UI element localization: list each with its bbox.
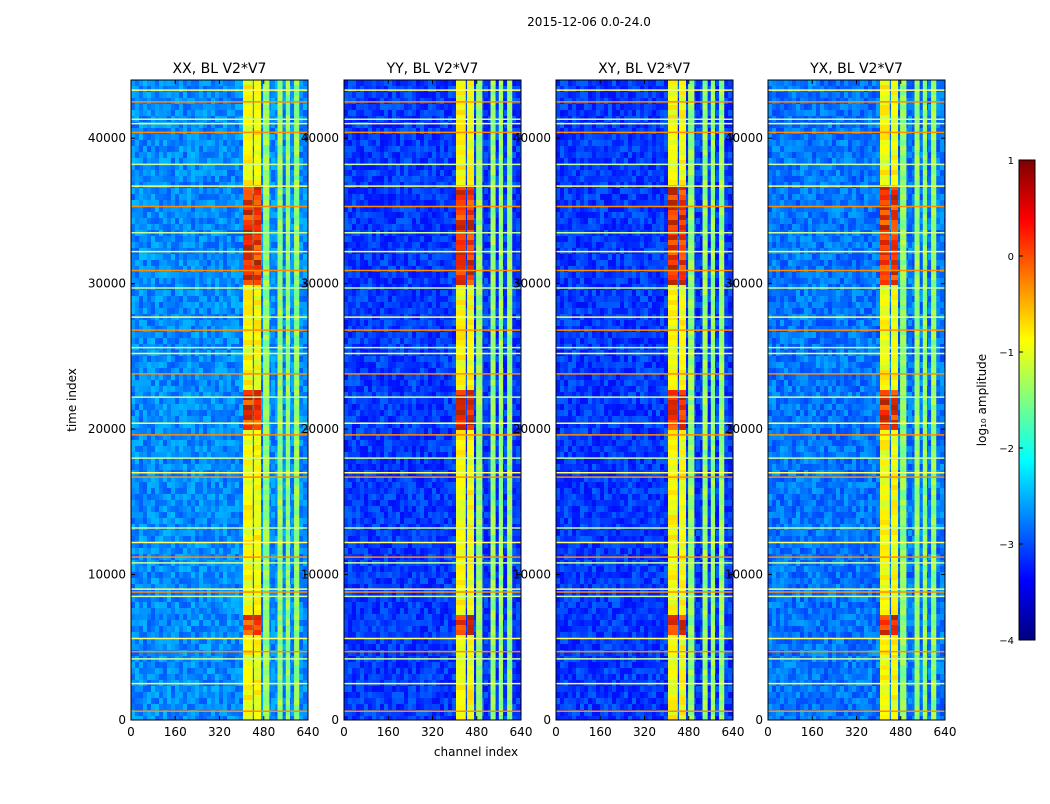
x-tick-label: 160 (589, 725, 612, 739)
x-tick-label: 0 (764, 725, 772, 739)
colorbar-tick-label: 1 (1008, 156, 1014, 167)
y-tick-label: 10000 (88, 568, 126, 582)
panel-title: XY, BL V2*V7 (598, 61, 691, 77)
y-axis-label: time index (65, 368, 79, 432)
y-tick-label: 30000 (88, 277, 126, 291)
y-tick-label: 0 (543, 713, 551, 727)
panel-title: YY, BL V2*V7 (386, 61, 479, 77)
y-tick-label: 20000 (301, 422, 339, 436)
panel-title: XX, BL V2*V7 (173, 61, 267, 77)
x-axis-label: channel index (434, 745, 518, 759)
x-tick-label: 320 (845, 725, 868, 739)
x-tick-label: 640 (297, 725, 320, 739)
colorbar-tick-label: −1 (999, 348, 1014, 359)
panels: XX, BL V2*V7 0 160 320 480 640 0 10000 20000 3000… (88, 61, 957, 739)
y-tick-label: 10000 (513, 568, 551, 582)
y-tick-label: 0 (331, 713, 339, 727)
panel-title: YX, BL V2*V7 (809, 61, 903, 77)
panel-xy: XY, BL V2*V7 0 160 320 480 640 0 10000 20000 3000… (513, 61, 745, 739)
panel-image (131, 80, 311, 722)
x-tick-label: 640 (722, 725, 745, 739)
y-tick-label: 0 (755, 713, 763, 727)
y-tick-label: 10000 (301, 568, 339, 582)
x-tick-label: 0 (552, 725, 560, 739)
colorbar: 1 0 −1 −2 −3 −4 (999, 156, 1035, 647)
colorbar-tick-label: −2 (999, 444, 1014, 455)
panel-image (344, 80, 524, 722)
x-tick-label: 320 (421, 725, 444, 739)
x-tick-label: 640 (510, 725, 533, 739)
x-tick-label: 480 (252, 725, 275, 739)
colorbar-tick-label: −4 (999, 636, 1014, 647)
y-tick-label: 30000 (513, 277, 551, 291)
colorbar-tick-label: 0 (1008, 252, 1014, 263)
figure-suptitle: 2015-12-06 0.0-24.0 (527, 15, 651, 29)
x-tick-label: 640 (934, 725, 957, 739)
panel-yy: YY, BL V2*V7 0 160 320 480 640 0 10000 20000 3000… (301, 61, 533, 739)
x-tick-label: 480 (465, 725, 488, 739)
y-tick-label: 30000 (301, 277, 339, 291)
colorbar-tick-label: −3 (999, 540, 1014, 551)
y-tick-label: 20000 (513, 422, 551, 436)
colorbar-label: log₁₀ amplitude (975, 354, 989, 446)
y-tick-label: 20000 (88, 422, 126, 436)
y-tick-label: 30000 (725, 277, 763, 291)
x-tick-label: 0 (340, 725, 348, 739)
x-tick-label: 160 (801, 725, 824, 739)
x-tick-label: 320 (208, 725, 231, 739)
panel-xx: XX, BL V2*V7 0 160 320 480 640 0 10000 20000 3000… (88, 61, 320, 739)
y-tick-label: 40000 (513, 131, 551, 145)
y-tick-label: 40000 (725, 131, 763, 145)
y-tick-label: 0 (118, 713, 126, 727)
y-tick-label: 20000 (725, 422, 763, 436)
x-tick-label: 480 (889, 725, 912, 739)
panel-image (556, 80, 736, 722)
x-tick-label: 160 (377, 725, 400, 739)
x-tick-label: 0 (127, 725, 135, 739)
x-tick-label: 480 (677, 725, 700, 739)
x-tick-label: 160 (164, 725, 187, 739)
y-tick-label: 40000 (88, 131, 126, 145)
colorbar-gradient (1019, 160, 1035, 640)
panel-image (768, 80, 948, 722)
y-tick-label: 10000 (725, 568, 763, 582)
panel-yx: YX, BL V2*V7 0 160 320 480 640 0 10000 20000 3000… (725, 61, 957, 739)
y-tick-label: 40000 (301, 131, 339, 145)
x-tick-label: 320 (633, 725, 656, 739)
